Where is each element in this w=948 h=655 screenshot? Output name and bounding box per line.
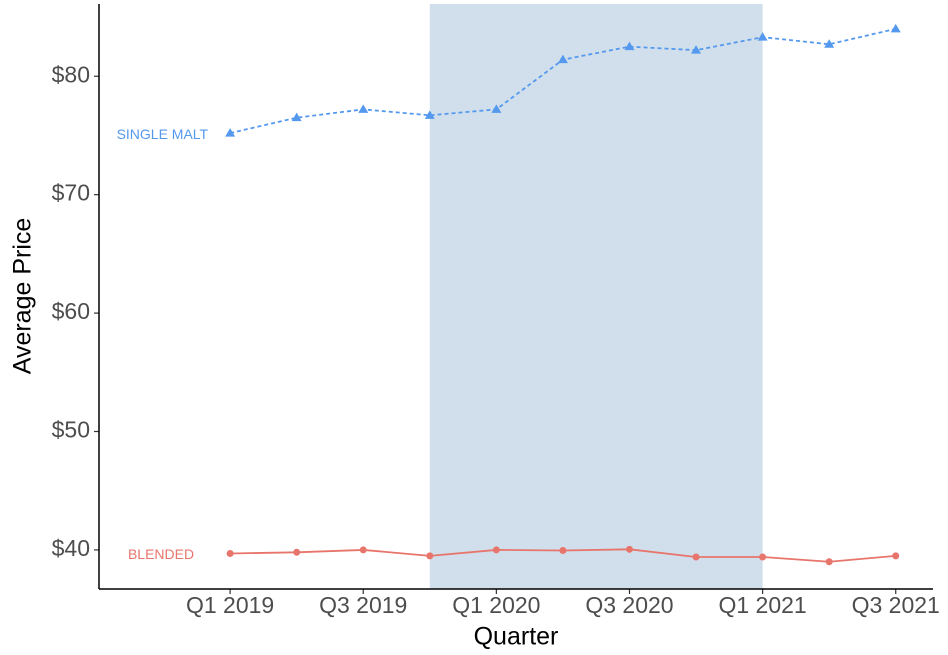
highlight-band — [429, 4, 763, 589]
data-point — [624, 41, 635, 51]
y-tick-label: $40 — [52, 535, 90, 561]
data-point — [559, 547, 567, 555]
x-tick-label: Q3 2020 — [585, 592, 673, 618]
series-label: SINGLE MALT — [117, 126, 209, 142]
x-tick-label: Q3 2021 — [852, 592, 940, 618]
data-point — [291, 112, 302, 122]
data-point — [692, 553, 700, 561]
data-point — [825, 558, 833, 566]
x-tick-label: Q3 2019 — [319, 592, 407, 618]
data-point — [359, 546, 367, 554]
data-point — [424, 110, 435, 119]
y-axis-title: Average Price — [9, 218, 37, 375]
y-tick-label: $70 — [52, 180, 90, 206]
y-tick-label: $50 — [52, 417, 90, 443]
data-point — [890, 23, 901, 33]
data-point — [759, 553, 767, 561]
data-point — [625, 545, 633, 553]
data-point — [557, 54, 568, 64]
data-point — [492, 546, 500, 554]
data-point — [358, 104, 369, 113]
x-tick-label: Q1 2021 — [718, 592, 806, 618]
series-label: BLENDED — [128, 546, 194, 562]
data-point — [426, 552, 434, 560]
data-point — [226, 549, 234, 557]
y-tick-label: $80 — [52, 61, 90, 87]
x-tick-label: Q1 2020 — [452, 592, 540, 618]
data-point — [225, 128, 236, 137]
data-point — [293, 548, 301, 556]
x-tick-label: Q1 2019 — [186, 592, 274, 618]
data-point — [824, 39, 835, 48]
data-point — [491, 104, 502, 113]
data-point — [757, 32, 768, 41]
x-axis-title: Quarter — [474, 623, 559, 651]
data-point — [691, 45, 702, 54]
data-point — [892, 552, 900, 560]
y-tick-label: $60 — [52, 298, 90, 324]
